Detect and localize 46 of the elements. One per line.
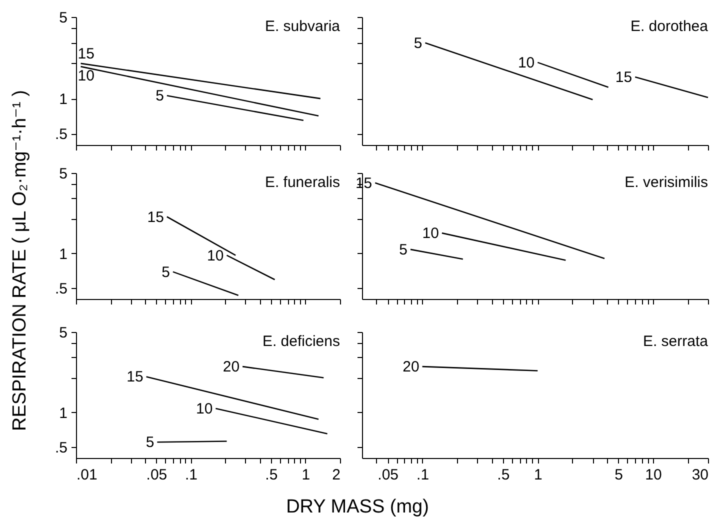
series-label: 10	[422, 225, 439, 242]
x-axis-title: DRY MASS (mg)	[286, 496, 429, 518]
series-label: 15	[126, 368, 144, 386]
x-tick-label: .5	[497, 466, 510, 484]
chart-title: E. verisimilis	[624, 174, 708, 191]
chart-title: E. dorothea	[630, 18, 709, 35]
y-tick-label: 1	[59, 404, 68, 422]
x-tick-label: 1	[302, 466, 310, 484]
x-tick-label: 10	[645, 466, 662, 484]
x-tick-label: 5	[614, 466, 623, 484]
x-tick-label: 2	[332, 466, 340, 484]
series-label: 5	[414, 34, 422, 52]
chart-title: E. subvaria	[264, 18, 341, 35]
y-axis-title: RESPIRATION RATE ( μL O₂·mg⁻¹·h⁻¹ )	[10, 90, 30, 431]
series-label: 10	[207, 247, 224, 264]
series-label: 5	[162, 264, 170, 281]
y-tick-label: 5	[59, 10, 68, 26]
series-label: 10	[196, 400, 213, 418]
y-tick-label: .5	[54, 439, 68, 456]
y-tick-label: .5	[54, 280, 68, 298]
series-label: 20	[402, 358, 420, 376]
x-tick-label: .5	[265, 466, 278, 484]
y-tick-label: 5	[59, 324, 68, 342]
x-tick-label: .1	[416, 466, 430, 484]
chart-title: E. funeralis	[264, 174, 340, 191]
x-tick-label: .01	[76, 466, 98, 484]
x-tick-label: .05	[378, 466, 399, 484]
y-tick-label: 1	[59, 91, 68, 108]
y-tick-label: 5	[59, 166, 68, 182]
series-label: 10	[518, 54, 535, 72]
series-label: 10	[78, 68, 94, 85]
x-tick-label: 30	[692, 466, 708, 484]
x-tick-label: .1	[184, 466, 198, 484]
chart-title: E. serrata	[642, 333, 709, 350]
series-label: 5	[146, 434, 154, 452]
series-label: 20	[222, 358, 240, 376]
series-label: 15	[615, 69, 632, 86]
x-tick-label: 1	[534, 466, 542, 484]
y-tick-label: 1	[59, 246, 68, 263]
series-label: 15	[147, 208, 164, 226]
series-label: 5	[399, 241, 408, 258]
y-tick-label: .5	[54, 126, 68, 144]
series-label: 15	[78, 45, 94, 62]
series-label: 5	[156, 88, 164, 105]
x-tick-label: .05	[146, 466, 168, 484]
chart-title: E. deficiens	[262, 333, 340, 350]
